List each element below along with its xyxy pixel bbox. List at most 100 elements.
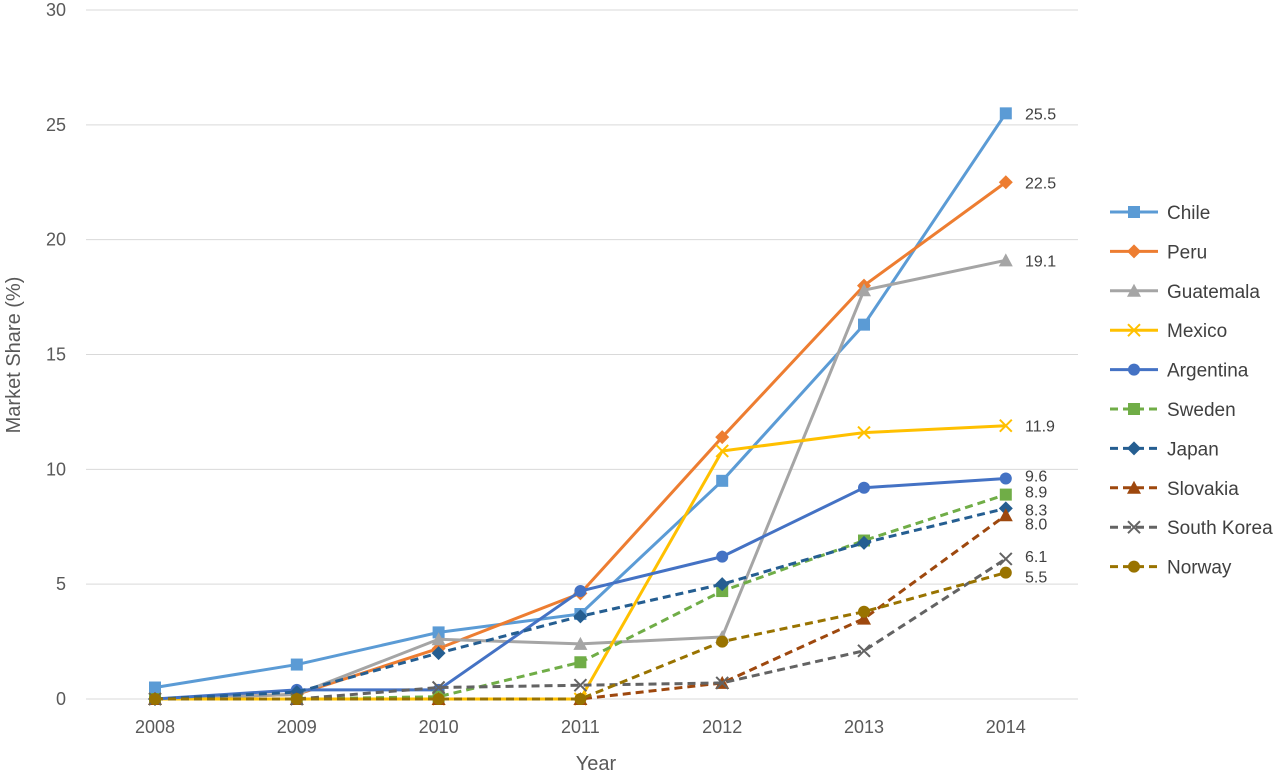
point-chile-2013 — [858, 318, 870, 331]
point-guatemala-2014 — [998, 253, 1013, 267]
legend: Chile Peru Guatemala Mexico Argentina Sweden J… — [1110, 203, 1273, 579]
line-slovakia — [155, 514, 1007, 701]
series-group — [148, 107, 1013, 706]
point-guatemala-2010 — [431, 632, 446, 646]
legend-item-argentina: Argentina — [1110, 361, 1249, 382]
point-peru-2012 — [715, 430, 730, 445]
end-label-south-korea: 6.1 — [1025, 549, 1047, 566]
point-south-korea-2010 — [431, 680, 446, 695]
y-tick-label: 25 — [46, 115, 66, 135]
point-japan-2013 — [857, 535, 871, 550]
point-norway-2008 — [149, 693, 161, 705]
point-guatemala-2011 — [573, 636, 588, 650]
x-tick-label: 2011 — [561, 717, 600, 737]
legend-item-japan: Japan — [1110, 439, 1219, 460]
point-south-korea-2011 — [573, 678, 588, 692]
point-norway-2011 — [574, 693, 587, 705]
point-argentina-2014 — [999, 472, 1012, 485]
legend-item-mexico: Mexico — [1110, 321, 1227, 342]
end-label-guatemala: 19.1 — [1025, 253, 1056, 270]
x-tick-label: 2012 — [702, 717, 742, 737]
end-label-peru: 22.5 — [1025, 175, 1056, 192]
point-mexico-2013 — [857, 425, 871, 440]
x-tick-label: 2013 — [844, 717, 884, 737]
point-argentina-2013 — [858, 481, 870, 494]
series-guatemala — [148, 253, 1013, 705]
x-axis-ticks: 2008 2009 2010 2011 2012 2013 2014 — [135, 717, 1026, 737]
legend-label: Mexico — [1167, 321, 1227, 342]
legend-item-sweden: Sweden — [1110, 400, 1236, 421]
point-norway-2012 — [716, 635, 729, 648]
line-south-korea — [155, 557, 1007, 701]
legend-marker — [1128, 403, 1140, 415]
series-norway — [149, 566, 1012, 705]
legend-label: Guatemala — [1167, 282, 1260, 303]
point-norway-2010 — [432, 693, 445, 705]
legend-item-slovakia: Slovakia — [1110, 479, 1239, 500]
legend-item-norway: Norway — [1110, 558, 1232, 579]
x-tick-label: 2008 — [135, 717, 175, 737]
y-tick-label: 30 — [46, 0, 66, 20]
legend-label: Peru — [1167, 242, 1207, 263]
legend-item-south-korea: South Korea — [1110, 518, 1273, 539]
legend-marker — [1127, 480, 1141, 494]
point-norway-2009 — [290, 693, 303, 705]
x-axis-title: Year — [576, 753, 617, 774]
legend-marker — [1128, 206, 1140, 218]
point-chile-2009 — [290, 658, 303, 671]
y-tick-label: 15 — [46, 345, 66, 365]
point-mexico-2012 — [715, 444, 729, 458]
point-norway-2013 — [858, 605, 870, 618]
point-argentina-2011 — [574, 585, 587, 598]
legend-item-chile: Chile — [1110, 203, 1210, 224]
point-slovakia-2013 — [857, 611, 871, 625]
end-label-argentina: 9.6 — [1025, 469, 1047, 486]
end-label-japan: 8.3 — [1025, 502, 1047, 519]
legend-marker — [1127, 244, 1141, 259]
end-label-slovakia: 8.0 — [1025, 516, 1047, 533]
y-tick-label: 10 — [46, 459, 66, 479]
point-south-korea-2013 — [857, 644, 871, 658]
point-south-korea-2014 — [999, 552, 1013, 566]
point-chile-2014 — [999, 107, 1012, 120]
legend-item-peru: Peru — [1110, 242, 1207, 263]
legend-label: Japan — [1167, 439, 1219, 460]
y-tick-label: 0 — [56, 689, 66, 709]
line-chile — [154, 112, 1008, 689]
series-argentina — [149, 472, 1012, 705]
legend-item-guatemala: Guatemala — [1110, 282, 1260, 303]
legend-label: Sweden — [1167, 400, 1236, 421]
legend-label: South Korea — [1167, 518, 1273, 539]
series-south-korea — [148, 552, 1013, 706]
x-tick-label: 2010 — [419, 717, 459, 737]
point-south-korea-2012 — [715, 676, 729, 690]
point-chile-2012 — [716, 474, 729, 487]
point-sweden-2014 — [999, 488, 1012, 501]
point-japan-2011 — [573, 609, 588, 624]
point-mexico-2014 — [999, 418, 1013, 433]
legend-marker — [1128, 363, 1140, 376]
x-tick-label: 2009 — [277, 717, 317, 737]
point-japan-2010 — [431, 646, 446, 661]
gridlines — [86, 9, 1078, 700]
x-tick-label: 2014 — [986, 717, 1026, 737]
series-peru — [148, 175, 1013, 706]
end-label-norway: 5.5 — [1025, 570, 1047, 587]
point-argentina-2012 — [716, 550, 729, 563]
end-label-mexico: 11.9 — [1025, 419, 1055, 436]
line-guatemala — [154, 258, 1007, 701]
point-slovakia-2014 — [998, 508, 1013, 522]
line-japan — [154, 506, 1007, 701]
legend-marker — [1127, 520, 1141, 534]
legend-marker — [1127, 283, 1141, 297]
legend-label: Chile — [1167, 203, 1210, 224]
y-axis-title: Market Share (%) — [3, 277, 25, 434]
legend-label: Argentina — [1167, 361, 1249, 382]
point-sweden-2011 — [574, 656, 587, 669]
point-peru-2014 — [998, 175, 1013, 190]
y-axis-ticks: 0 5 10 15 20 25 30 — [46, 0, 66, 709]
end-label-chile: 25.5 — [1025, 106, 1056, 123]
legend-label: Slovakia — [1167, 479, 1239, 500]
point-chile-2008 — [149, 681, 161, 694]
